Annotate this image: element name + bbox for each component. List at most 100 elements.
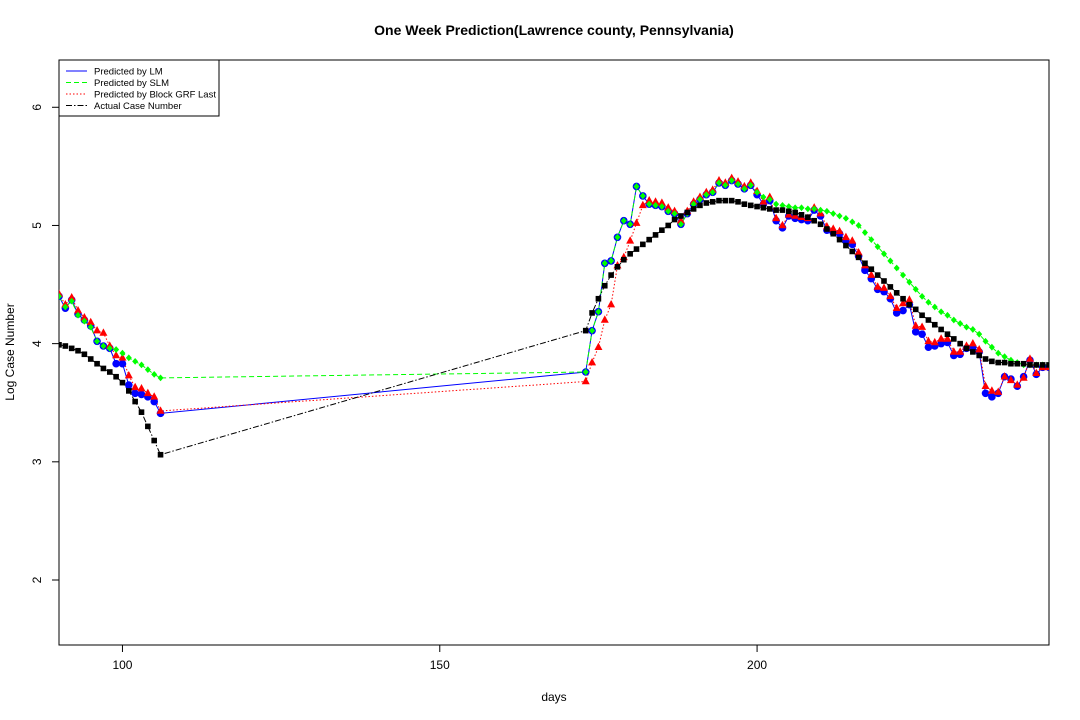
point-actual <box>684 209 691 216</box>
point-actual <box>989 358 995 365</box>
point-slm <box>741 185 748 193</box>
point-slm <box>976 330 983 338</box>
point-slm <box>138 361 145 369</box>
point-slm <box>132 357 139 365</box>
point-actual <box>151 437 157 444</box>
point-grf <box>759 197 768 205</box>
point-actual <box>747 202 754 209</box>
point-grf <box>994 387 1003 395</box>
point-grf <box>880 283 888 291</box>
point-slm <box>119 349 126 357</box>
point-grf <box>74 305 83 314</box>
point-slm <box>677 220 684 228</box>
point-lm <box>131 389 139 398</box>
point-actual <box>824 226 830 232</box>
point-slm <box>938 308 945 316</box>
point-grf <box>873 282 882 290</box>
point-grf <box>657 198 666 206</box>
point-actual <box>671 216 678 223</box>
point-lm <box>112 359 120 368</box>
point-grf <box>981 381 990 389</box>
point-actual <box>68 345 75 352</box>
point-actual <box>931 321 938 328</box>
point-actual <box>874 272 881 278</box>
point-actual <box>951 336 957 342</box>
point-actual <box>792 209 798 216</box>
legend-label: Predicted by LM <box>94 66 163 77</box>
point-actual <box>760 204 767 211</box>
point-actual <box>881 278 887 284</box>
point-grf <box>918 322 927 330</box>
point-actual <box>1039 362 1046 368</box>
series-line-grf <box>59 177 1049 412</box>
point-slm <box>639 192 646 200</box>
point-slm <box>608 257 615 265</box>
point-grf <box>848 236 857 244</box>
point-actual <box>646 236 652 243</box>
y-tick-label: 4 <box>30 340 44 347</box>
point-actual <box>766 206 773 212</box>
point-slm <box>931 303 938 311</box>
point-slm <box>792 204 799 212</box>
point-slm <box>81 317 88 325</box>
point-lm <box>137 390 146 399</box>
point-slm <box>760 193 767 201</box>
point-grf <box>112 350 121 359</box>
point-actual <box>963 345 970 352</box>
point-slm <box>75 311 82 319</box>
point-slm <box>658 203 665 210</box>
point-actual <box>62 343 69 349</box>
point-slm <box>861 229 868 236</box>
point-actual <box>697 202 703 209</box>
point-grf <box>651 197 660 205</box>
point-actual <box>817 221 824 228</box>
point-actual <box>805 214 811 220</box>
point-actual <box>1001 359 1008 366</box>
legend-label: Predicted by SLM <box>94 78 169 89</box>
point-grf <box>943 334 952 342</box>
point-slm <box>627 220 634 228</box>
chart-title: One Week Prediction(Lawrence county, Pen… <box>374 22 734 38</box>
point-actual <box>843 242 849 249</box>
point-grf <box>80 313 89 321</box>
point-grf <box>829 224 838 232</box>
point-grf <box>1019 373 1028 381</box>
point-slm <box>589 327 596 335</box>
point-grf <box>854 248 863 256</box>
point-lm <box>988 393 996 401</box>
point-grf <box>772 213 781 222</box>
point-grf <box>956 347 965 355</box>
point-grf <box>1025 354 1034 362</box>
point-grf <box>968 339 977 347</box>
point-actual <box>119 379 126 386</box>
point-lm <box>118 359 127 368</box>
point-actual <box>94 360 100 367</box>
point-slm <box>842 214 849 222</box>
point-slm <box>893 264 900 272</box>
point-slm <box>963 323 970 331</box>
point-actual <box>633 246 640 252</box>
y-tick-label: 2 <box>30 576 44 583</box>
point-actual <box>608 272 614 278</box>
point-grf <box>581 376 590 385</box>
point-slm <box>900 271 907 279</box>
point-lm <box>861 266 869 275</box>
series-line-actual <box>59 200 1049 456</box>
point-slm <box>747 181 754 189</box>
point-grf <box>886 291 895 300</box>
point-slm <box>87 323 94 331</box>
point-grf <box>99 328 108 336</box>
point-slm <box>988 343 995 351</box>
point-slm <box>709 188 716 196</box>
point-grf <box>156 406 165 414</box>
point-actual <box>1008 360 1014 367</box>
point-actual <box>855 254 862 261</box>
point-slm <box>855 222 862 229</box>
point-slm <box>100 342 107 350</box>
point-grf <box>131 382 140 391</box>
point-slm <box>646 200 653 208</box>
point-slm <box>633 183 640 190</box>
point-slm <box>68 297 75 305</box>
point-grf <box>137 383 146 392</box>
point-actual <box>595 295 602 302</box>
